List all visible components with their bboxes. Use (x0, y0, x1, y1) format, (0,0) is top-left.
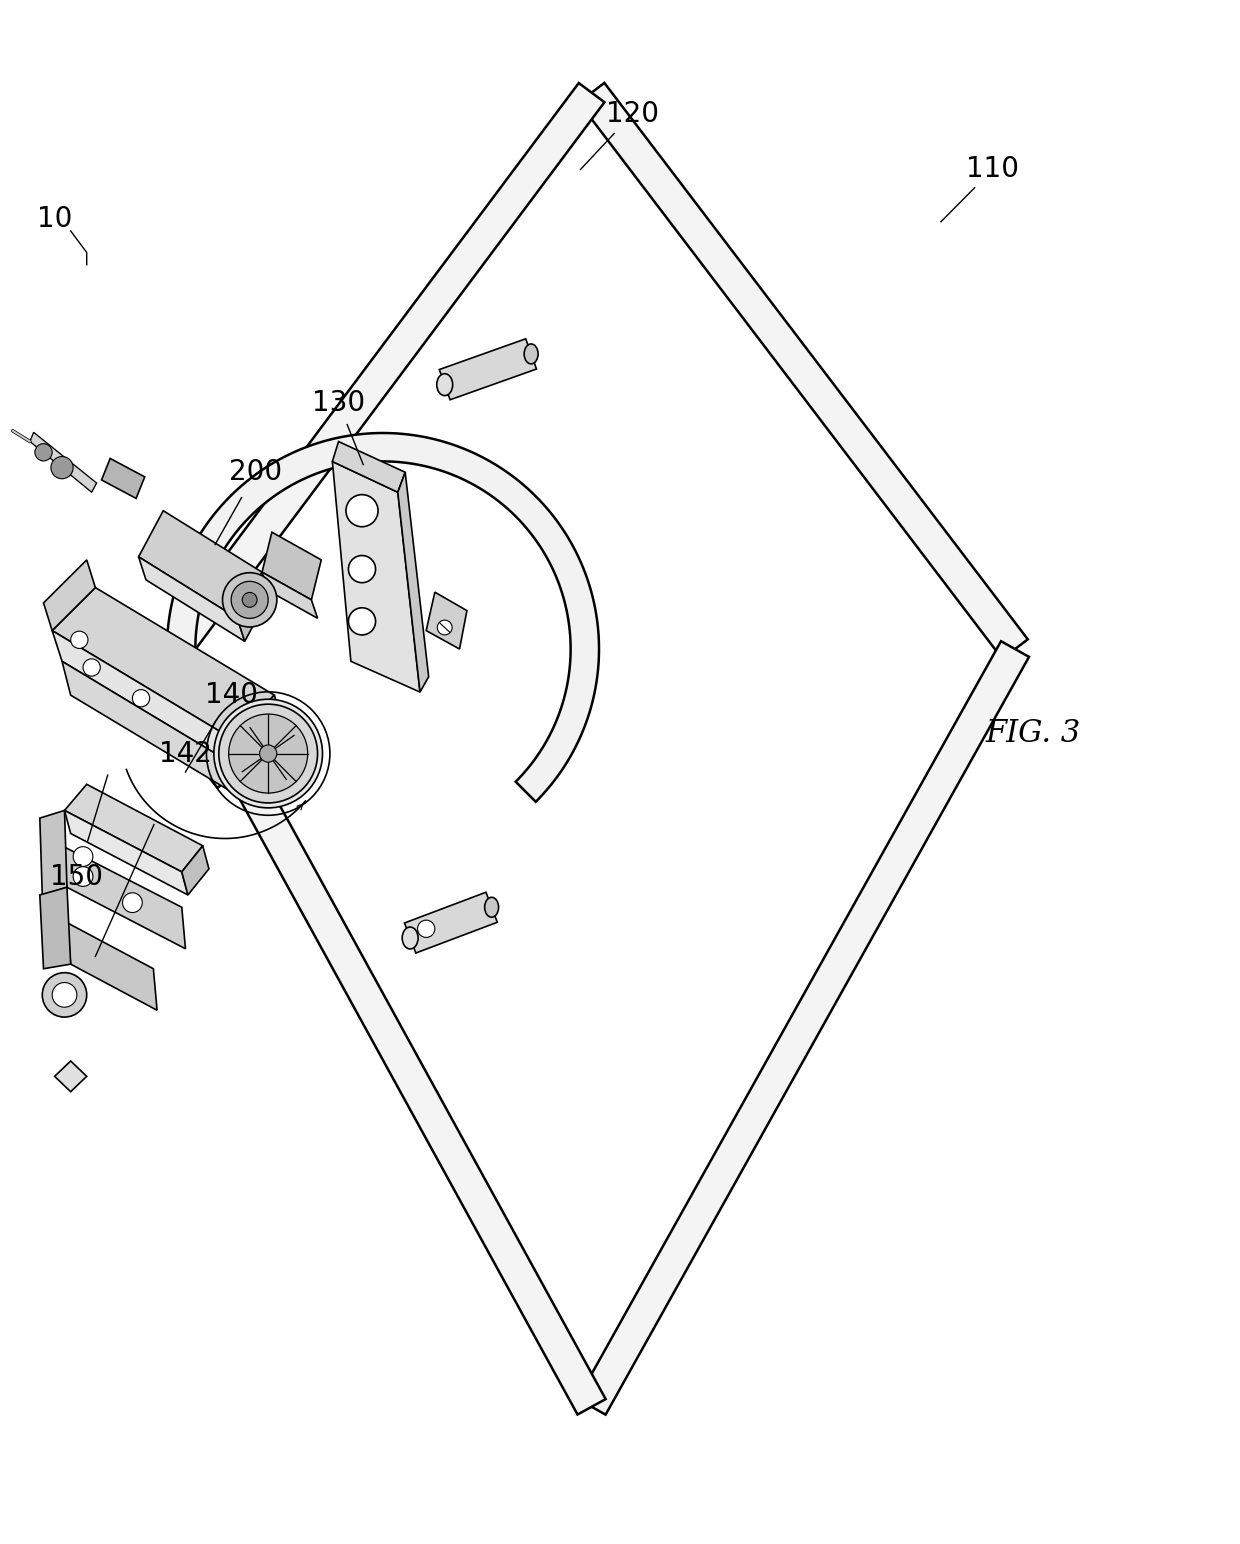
Circle shape (213, 699, 322, 808)
Polygon shape (139, 557, 244, 641)
Text: 142: 142 (159, 740, 212, 767)
Polygon shape (102, 459, 145, 499)
Ellipse shape (485, 897, 498, 917)
Polygon shape (52, 588, 274, 738)
Polygon shape (262, 573, 317, 618)
Circle shape (123, 892, 143, 913)
Ellipse shape (402, 926, 418, 950)
Text: 200: 200 (229, 459, 283, 486)
Polygon shape (64, 784, 203, 872)
Polygon shape (162, 83, 604, 659)
Circle shape (51, 457, 73, 479)
Polygon shape (30, 432, 97, 493)
Text: 150: 150 (51, 863, 103, 891)
Circle shape (83, 659, 100, 676)
Polygon shape (579, 83, 1028, 659)
Circle shape (73, 866, 93, 886)
Polygon shape (404, 892, 497, 953)
Circle shape (73, 846, 93, 866)
Polygon shape (439, 338, 537, 400)
Polygon shape (332, 442, 405, 493)
Circle shape (242, 593, 257, 607)
Circle shape (35, 443, 52, 462)
Text: 140: 140 (205, 681, 258, 709)
Polygon shape (427, 593, 467, 648)
Polygon shape (40, 811, 67, 896)
Polygon shape (64, 811, 188, 896)
Circle shape (259, 744, 277, 763)
Circle shape (346, 494, 378, 527)
Polygon shape (161, 641, 605, 1414)
Circle shape (42, 973, 87, 1017)
Circle shape (418, 920, 435, 937)
Circle shape (348, 608, 376, 635)
Text: 120: 120 (606, 100, 658, 128)
Circle shape (52, 982, 77, 1007)
Ellipse shape (436, 374, 453, 395)
Text: 110: 110 (966, 156, 1019, 184)
Circle shape (71, 631, 88, 648)
Circle shape (218, 704, 317, 803)
Text: FIG. 3: FIG. 3 (986, 718, 1081, 749)
Polygon shape (43, 560, 95, 630)
Polygon shape (52, 630, 241, 769)
Polygon shape (139, 511, 262, 618)
Circle shape (222, 573, 277, 627)
Polygon shape (332, 462, 420, 692)
Polygon shape (55, 1061, 87, 1092)
Text: 10: 10 (37, 205, 72, 233)
Polygon shape (40, 888, 71, 968)
Polygon shape (67, 923, 157, 1010)
Polygon shape (262, 533, 321, 601)
Circle shape (228, 713, 308, 794)
Polygon shape (167, 432, 599, 801)
Circle shape (133, 690, 150, 707)
Circle shape (438, 621, 453, 635)
Polygon shape (241, 726, 294, 803)
Polygon shape (182, 846, 208, 896)
Polygon shape (237, 573, 269, 641)
Circle shape (348, 556, 376, 582)
Polygon shape (398, 472, 429, 692)
Ellipse shape (525, 344, 538, 364)
Polygon shape (231, 695, 284, 769)
Polygon shape (62, 846, 186, 948)
Polygon shape (578, 641, 1029, 1414)
Text: 130: 130 (312, 389, 365, 417)
Polygon shape (62, 661, 249, 803)
Circle shape (231, 582, 268, 618)
